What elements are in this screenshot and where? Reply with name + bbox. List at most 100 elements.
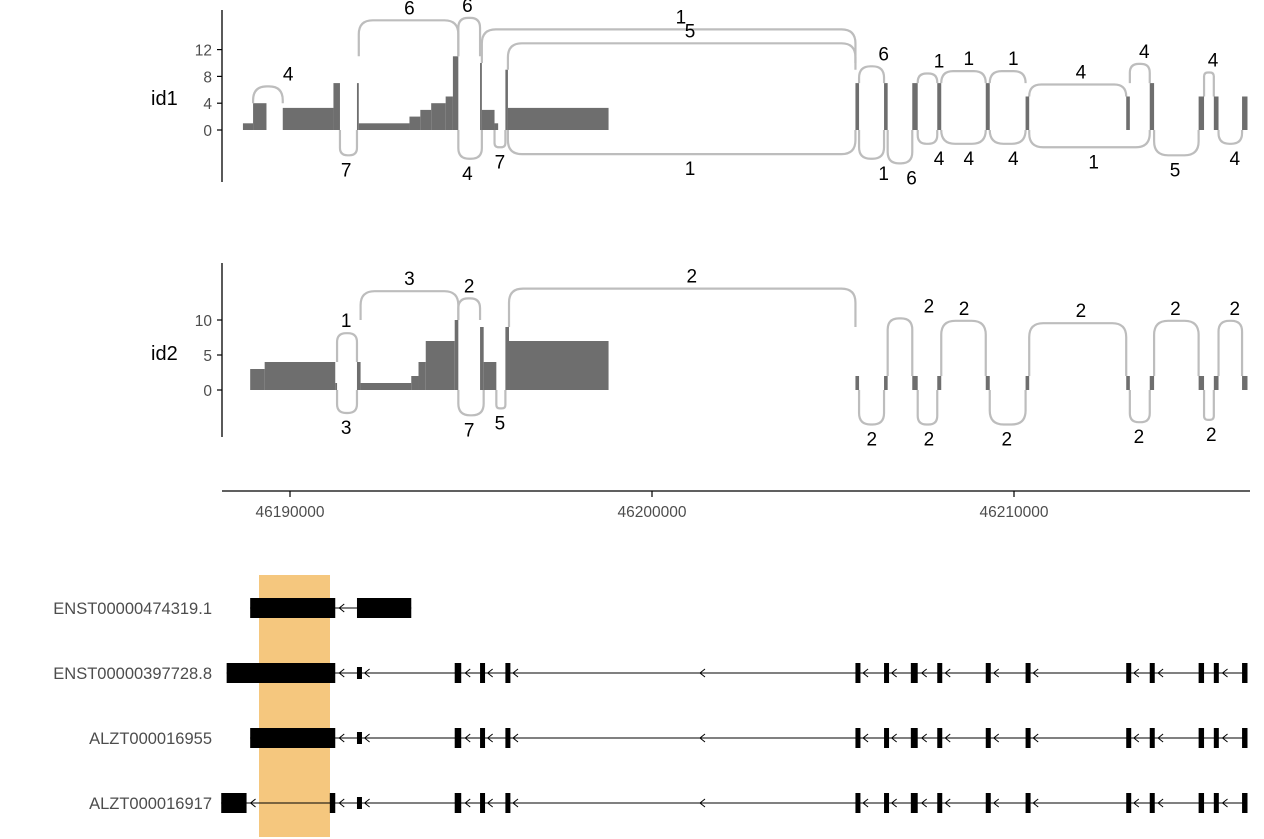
strand-arrow (338, 733, 345, 743)
exon-block (1025, 793, 1031, 813)
strand-arrow (920, 668, 928, 678)
coverage-bar (884, 83, 888, 130)
coverage-bar (250, 369, 265, 390)
y-tick-label: 10 (195, 313, 213, 330)
strand-arrow (1032, 798, 1039, 808)
exon-block (480, 728, 486, 748)
coverage-bar (481, 109, 495, 130)
coverage-bar (253, 103, 267, 130)
coverage-bar (937, 376, 942, 390)
exon-block (1149, 793, 1155, 813)
junction-arc (506, 130, 857, 156)
exon-block (221, 793, 247, 813)
highlight-region (259, 575, 330, 837)
coverage-bar (360, 383, 412, 390)
coverage-bar (855, 376, 860, 390)
coverage-bar (985, 83, 990, 130)
coverage-bar (494, 123, 499, 130)
exon-block (356, 797, 362, 809)
junction-count-label: 2 (1170, 299, 1181, 320)
strand-arrow (862, 733, 869, 743)
exon-block (226, 663, 336, 683)
coverage-bar (505, 69, 508, 130)
junction-arc (988, 70, 1027, 84)
strand-arrow (464, 668, 471, 678)
genomic-x-axis: 46190000 46200000 46210000 (222, 490, 1250, 521)
strand-arrow (486, 733, 493, 743)
exon-block (480, 663, 486, 683)
exon-block (454, 663, 462, 683)
y-tick-label: 0 (203, 383, 212, 400)
junction-count-label: 4 (1208, 51, 1219, 72)
coverage-bar (409, 116, 421, 130)
coverage-bar (264, 362, 336, 390)
junction-arc (1028, 130, 1151, 149)
junction-arc (857, 130, 886, 160)
coverage-bar (333, 83, 340, 130)
junction-count-label: 1 (341, 311, 352, 332)
junction-count-label: 2 (464, 276, 475, 297)
exon-block (855, 663, 861, 683)
coverage-bar (884, 376, 888, 390)
coverage-bar (356, 362, 361, 390)
strand-arrow (1221, 733, 1228, 743)
exon-block (1213, 663, 1219, 683)
junction-count-label: 6 (462, 0, 473, 17)
junction-arc (988, 129, 1027, 145)
junction-count-label: 2 (1001, 430, 1012, 451)
exon-block (884, 728, 890, 748)
coverage-bar (431, 103, 446, 130)
strand-arrow (944, 798, 951, 808)
coverage-bar (483, 362, 497, 390)
junction-count-label: 2 (924, 430, 935, 451)
coverage-bar (1242, 376, 1248, 390)
coverage-bar (937, 83, 942, 130)
junction-count-label: 4 (963, 149, 974, 170)
y-tick-label: 12 (195, 43, 212, 60)
strand-arrow (890, 668, 897, 678)
strand-arrow (699, 668, 706, 678)
exon-block (985, 793, 991, 813)
junction-count-label: 1 (934, 52, 945, 73)
coverage-bar (1025, 376, 1030, 390)
strand-arrow (1157, 733, 1164, 743)
strand-arrow (862, 798, 869, 808)
exon-block (1242, 793, 1248, 813)
junction-count-label: 6 (906, 168, 917, 189)
junction-count-label: 2 (1076, 301, 1087, 322)
junction-count-label: 5 (495, 413, 506, 434)
junction-arc (886, 130, 914, 165)
strand-arrow (1133, 798, 1140, 808)
junction-arc (857, 390, 886, 426)
coverage-bar (411, 376, 419, 390)
junction-arc (335, 332, 359, 362)
junction-count-label: 7 (495, 152, 506, 173)
junction-arc (507, 287, 857, 327)
strand-arrow (338, 603, 345, 613)
junction-arc (506, 42, 857, 70)
strand-arrow (992, 798, 1000, 808)
junction-arc (1217, 319, 1244, 376)
exon-block (1242, 728, 1248, 748)
transcript-track: ENST00000474319.1 ENST00000397728.8 ALZT00… (53, 575, 1248, 837)
junction-arc (916, 130, 939, 145)
exon-block (1198, 663, 1205, 683)
exon-block (356, 667, 362, 679)
exon-block (910, 793, 918, 813)
coverage-bar (282, 107, 334, 130)
exon-block (329, 793, 336, 813)
junction-count-label: 7 (341, 160, 352, 181)
strand-arrow (1133, 668, 1140, 678)
junction-count-label: 5 (1170, 160, 1181, 181)
strand-arrow (249, 798, 256, 808)
junction-arc (251, 85, 284, 104)
exon-block (1198, 793, 1205, 813)
junction-count-label: 3 (341, 418, 352, 439)
coverage-bar (242, 123, 254, 130)
strand-arrow (512, 733, 519, 743)
junction-arc (493, 130, 507, 149)
strand-arrow (338, 668, 345, 678)
junction-arc (357, 19, 460, 57)
